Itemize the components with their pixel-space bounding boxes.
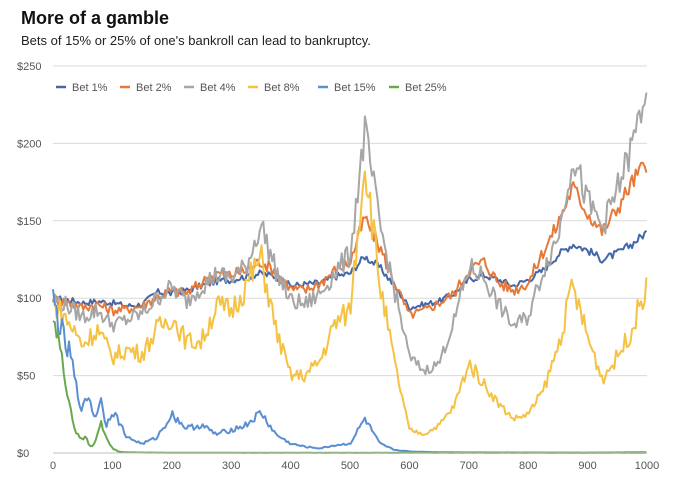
x-tick-label: 500 xyxy=(341,460,359,472)
legend-label: Bet 8% xyxy=(264,82,300,94)
chart-title: More of a gamble xyxy=(21,8,170,28)
series-line-bet-25- xyxy=(52,320,647,454)
series-lines xyxy=(52,92,648,454)
x-tick-label: 300 xyxy=(222,460,240,472)
x-tick-label: 600 xyxy=(400,460,418,472)
y-tick-label: $100 xyxy=(17,293,41,305)
legend-label: Bet 1% xyxy=(72,82,108,94)
x-tick-label: 700 xyxy=(460,460,478,472)
x-tick-label: 200 xyxy=(163,460,181,472)
x-tick-label: 1000 xyxy=(635,460,659,472)
x-tick-label: 100 xyxy=(103,460,121,472)
y-tick-label: $50 xyxy=(17,371,35,383)
chart-subtitle: Bets of 15% or 25% of one's bankroll can… xyxy=(21,33,371,48)
legend-label: Bet 25% xyxy=(405,82,447,94)
y-tick-label: $0 xyxy=(17,448,29,460)
legend-label: Bet 4% xyxy=(200,82,236,94)
legend-label: Bet 2% xyxy=(136,82,172,94)
x-tick-label: 400 xyxy=(281,460,299,472)
y-tick-label: $250 xyxy=(17,61,41,73)
y-tick-label: $200 xyxy=(17,138,41,150)
x-tick-label: 900 xyxy=(578,460,596,472)
x-tick-label: 0 xyxy=(50,460,56,472)
legend-label: Bet 15% xyxy=(334,82,376,94)
series-line-bet-4- xyxy=(52,92,648,376)
y-tick-label: $150 xyxy=(17,216,41,228)
x-tick-label: 800 xyxy=(519,460,537,472)
axes: $0 $50 $100 $150 $200 $250 0 100 200 300 400 500 600… xyxy=(17,61,659,472)
legend: Bet 1% Bet 2% Bet 4% Bet 8% Bet 15% Bet 25% xyxy=(56,82,447,94)
series-line-bet-8- xyxy=(52,170,648,436)
